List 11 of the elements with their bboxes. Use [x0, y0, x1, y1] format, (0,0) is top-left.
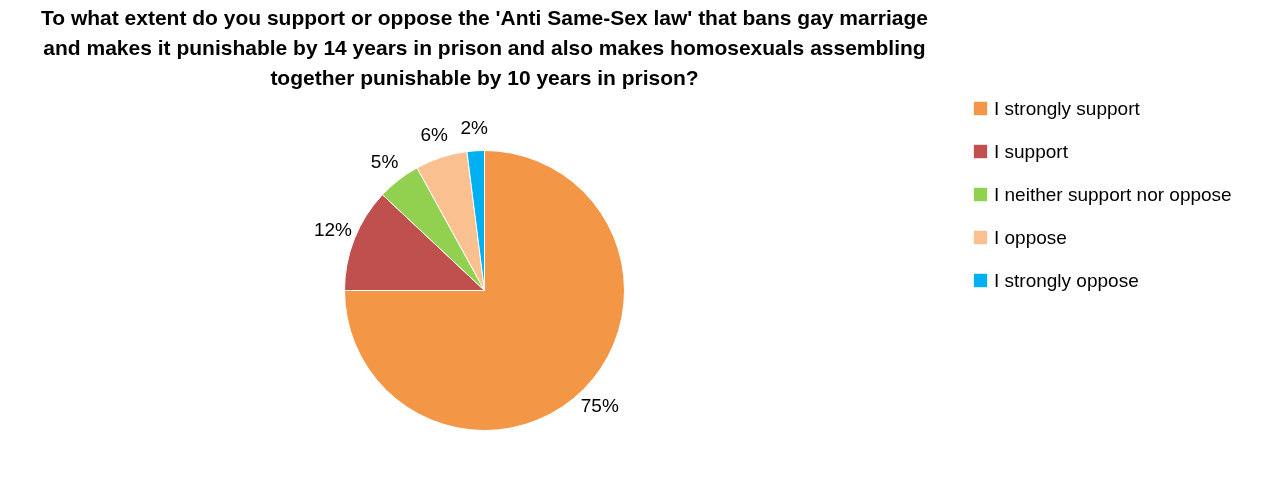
- data-label: 6%: [420, 124, 448, 146]
- data-label: 2%: [460, 116, 489, 138]
- data-label: 5%: [370, 150, 399, 172]
- legend-label: I support: [994, 140, 1069, 162]
- data-label: 12%: [313, 219, 353, 241]
- legend-label: I neither support nor oppose: [994, 183, 1232, 205]
- legend-label: I strongly oppose: [994, 269, 1139, 291]
- chart-title: To what extent do you support or oppose the 'Anti Same-Sex law' that bans gay marriage and makes it punishable by 14 years in prison and also makes homosexuals assembling together punishable by 10 years in prison?: [40, 6, 929, 89]
- legend-label: I strongly support: [994, 97, 1141, 119]
- data-label: 75%: [580, 394, 619, 416]
- legend-label: I oppose: [994, 226, 1067, 248]
